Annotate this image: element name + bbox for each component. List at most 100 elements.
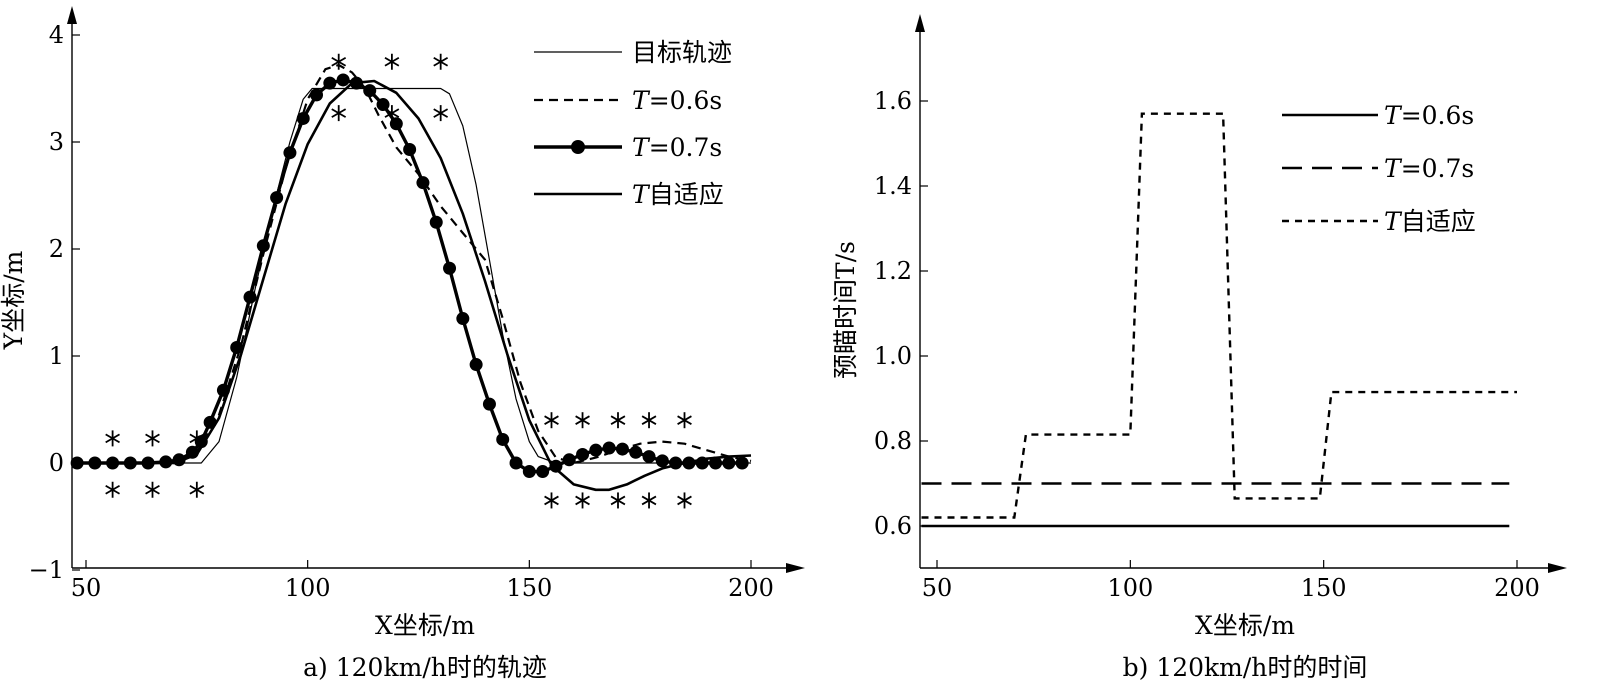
- trajectory-legend-item: T自适应: [534, 180, 724, 209]
- trajectory-data-point: [589, 443, 603, 457]
- star-marker: [575, 412, 590, 429]
- trajectory-legend-item: T=0.6s: [534, 86, 722, 115]
- trajectory-legend-item: T=0.7s: [534, 133, 722, 162]
- preview-time-panel: 0.60.81.01.21.41.650 100 150 200 T=0.6sT=0.…: [831, 14, 1567, 682]
- trajectory-legend-item: 目标轨迹: [534, 38, 732, 67]
- trajectory-data-point: [496, 432, 510, 446]
- preview-time-y-tick-label: 1.2: [874, 257, 912, 285]
- preview-time-y-tick-label: 1.0: [874, 342, 912, 370]
- star-marker-stroke: [575, 495, 590, 506]
- star-marker-stroke: [145, 484, 160, 495]
- trajectory-data-point: [336, 73, 350, 87]
- trajectory-y-tick-label: 4: [49, 21, 64, 49]
- preview-time-y-axis-label: 预瞄时间T/s: [831, 241, 860, 379]
- star-marker: [189, 481, 205, 498]
- trajectory-star-markers: [105, 53, 692, 509]
- trajectory-y-axis-label: Y坐标/m: [0, 250, 28, 350]
- trajectory-data-point: [310, 88, 324, 102]
- star-marker: [433, 53, 449, 70]
- trajectory-y-arrow: [67, 6, 77, 24]
- preview-time-legend-label: T=0.7s: [1384, 154, 1474, 183]
- star-marker: [105, 481, 120, 498]
- trajectory-data-point: [296, 111, 310, 125]
- star-marker: [331, 105, 347, 122]
- star-marker-stroke: [610, 415, 626, 425]
- trajectory-data-point: [376, 98, 390, 112]
- star-marker: [575, 492, 590, 509]
- preview-time-legend-item: T自适应: [1282, 207, 1476, 236]
- preview-time-y-tick-label: 1.6: [874, 87, 912, 115]
- trajectory-ticks: −1 0 1 2 3 4 50 100 150 200: [29, 21, 774, 602]
- trajectory-data-point: [709, 456, 723, 470]
- trajectory-y-tick-label: 0: [49, 449, 64, 477]
- trajectory-data-point: [735, 456, 749, 470]
- star-marker-stroke: [384, 56, 400, 67]
- star-marker: [610, 412, 626, 429]
- trajectory-data-point: [549, 459, 563, 473]
- star-marker-stroke: [189, 433, 205, 444]
- trajectory-t-06s-line: [77, 63, 752, 465]
- trajectory-data-point: [230, 340, 244, 354]
- preview-time-y-tick-label: 0.6: [874, 512, 912, 540]
- star-marker: [544, 492, 559, 509]
- preview-time-legend-item: T=0.7s: [1282, 154, 1474, 183]
- trajectory-data-point: [642, 450, 656, 464]
- star-marker-stroke: [331, 56, 347, 67]
- trajectory-legend-label: 目标轨迹: [632, 38, 732, 67]
- star-marker: [384, 53, 400, 70]
- preview-time-series: [921, 112, 1517, 528]
- trajectory-legend: 目标轨迹 T=0.6s T=0.7s T自适应: [534, 38, 732, 209]
- trajectory-y-tick-label: −1: [29, 556, 64, 584]
- trajectory-data-point: [243, 290, 257, 304]
- trajectory-axes: [67, 6, 805, 573]
- trajectory-data-point: [323, 76, 337, 90]
- trajectory-x-tick-label: 50: [71, 574, 102, 602]
- star-marker-stroke: [544, 415, 559, 425]
- trajectory-legend-label: T自适应: [632, 180, 724, 209]
- star-marker: [677, 412, 692, 429]
- trajectory-x-tick-label: 150: [506, 574, 552, 602]
- star-marker-stroke: [544, 495, 559, 506]
- star-marker: [145, 430, 160, 447]
- preview-time-x-tick-label: 50: [922, 574, 953, 602]
- star-marker-stroke: [677, 495, 692, 506]
- trajectory-legend-label: T=0.6s: [632, 86, 722, 115]
- trajectory-y-tick-label: 1: [49, 342, 64, 370]
- trajectory-data-point: [416, 176, 430, 190]
- preview-time-x-axis-label: X坐标/m: [1195, 611, 1295, 640]
- star-marker-stroke: [105, 484, 120, 495]
- preview-time-y-tick-label: 1.4: [874, 172, 912, 200]
- trajectory-data-point: [509, 456, 523, 470]
- trajectory-series: [70, 63, 752, 492]
- trajectory-x-tick-label: 200: [728, 574, 774, 602]
- star-marker-stroke: [610, 495, 626, 506]
- star-marker: [641, 492, 657, 509]
- trajectory-data-point: [456, 312, 470, 326]
- star-marker-stroke: [189, 484, 205, 495]
- preview-time-legend-label: T自适应: [1384, 207, 1476, 236]
- preview-time-adaptive-line: [921, 112, 1517, 519]
- trajectory-data-point: [522, 465, 536, 479]
- star-marker: [105, 430, 120, 447]
- trajectory-data-point: [403, 142, 417, 156]
- preview-time-legend-label: T=0.6s: [1384, 101, 1474, 130]
- star-marker: [189, 430, 205, 447]
- star-marker-stroke: [384, 108, 400, 118]
- preview-time-axes: [915, 14, 1567, 573]
- trajectory-data-point: [469, 358, 483, 372]
- preview-time-x-tick-label: 100: [1107, 574, 1153, 602]
- trajectory-legend-label: T=0.7s: [632, 133, 722, 162]
- star-marker: [331, 53, 347, 70]
- trajectory-data-point: [256, 239, 270, 253]
- trajectory-x-arrow: [786, 563, 805, 573]
- trajectory-y-tick-label: 3: [49, 128, 64, 156]
- star-marker: [384, 105, 400, 122]
- star-marker-stroke: [641, 415, 657, 425]
- star-marker-stroke: [641, 495, 657, 506]
- star-marker-stroke: [677, 415, 692, 425]
- star-marker-stroke: [145, 433, 160, 444]
- preview-time-y-arrow: [915, 14, 925, 32]
- trajectory-data-point: [536, 465, 550, 479]
- star-marker-stroke: [331, 108, 347, 118]
